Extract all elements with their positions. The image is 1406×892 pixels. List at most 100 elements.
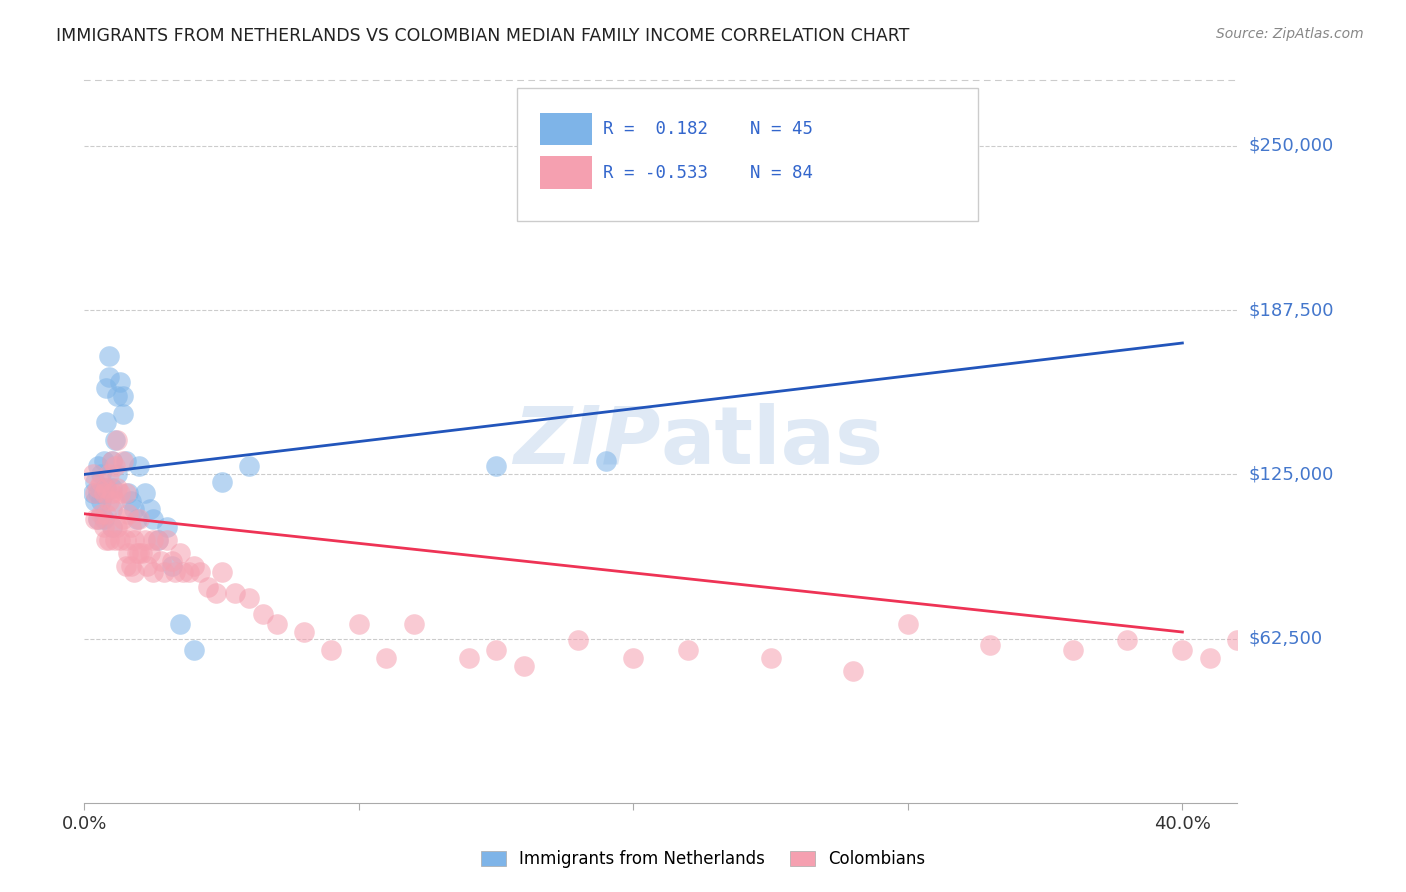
Point <box>252 607 274 621</box>
Point <box>87 459 110 474</box>
Point <box>224 585 246 599</box>
Point <box>375 651 398 665</box>
Point <box>114 559 136 574</box>
Point <box>842 665 865 679</box>
Point <box>101 454 124 468</box>
Point <box>136 559 159 574</box>
Point <box>238 459 260 474</box>
FancyBboxPatch shape <box>540 112 592 145</box>
Point <box>321 643 343 657</box>
Point <box>979 638 1001 652</box>
FancyBboxPatch shape <box>517 87 979 221</box>
Point <box>98 370 121 384</box>
Text: $250,000: $250,000 <box>1249 137 1334 155</box>
Point <box>98 533 121 547</box>
Text: Source: ZipAtlas.com: Source: ZipAtlas.com <box>1216 27 1364 41</box>
Point <box>160 559 183 574</box>
Point <box>120 520 142 534</box>
Point <box>105 520 128 534</box>
Point <box>485 643 508 657</box>
Point <box>211 475 233 490</box>
Point <box>160 554 183 568</box>
Point <box>148 533 170 547</box>
Point <box>105 434 128 448</box>
Point <box>142 512 165 526</box>
Point <box>897 617 920 632</box>
Point <box>1198 651 1220 665</box>
Point <box>103 459 125 474</box>
Point <box>142 565 165 579</box>
Point <box>111 512 134 526</box>
Point <box>103 434 125 448</box>
Point <box>156 520 179 534</box>
Point <box>87 512 110 526</box>
Text: $62,500: $62,500 <box>1249 630 1323 648</box>
Point <box>169 617 191 632</box>
Point <box>101 520 124 534</box>
Point <box>1226 632 1249 647</box>
Point <box>93 485 115 500</box>
Point <box>122 501 145 516</box>
Point <box>595 454 617 468</box>
Point <box>183 643 205 657</box>
Point <box>111 454 134 468</box>
Point <box>96 381 118 395</box>
FancyBboxPatch shape <box>540 156 592 189</box>
Point <box>96 481 118 495</box>
Text: R = -0.533    N = 84: R = -0.533 N = 84 <box>603 164 813 182</box>
Point <box>105 388 128 402</box>
Point <box>101 520 124 534</box>
Point <box>82 467 104 482</box>
Point <box>621 651 644 665</box>
Point <box>90 507 112 521</box>
Point <box>101 454 124 468</box>
Point <box>103 493 125 508</box>
Point <box>96 533 118 547</box>
Point <box>759 651 782 665</box>
Point <box>457 651 479 665</box>
Point <box>238 591 260 605</box>
Point <box>1116 632 1139 647</box>
Point <box>139 501 162 516</box>
Point <box>485 459 508 474</box>
Point <box>84 493 107 508</box>
Point <box>183 559 205 574</box>
Point <box>172 565 194 579</box>
Text: R =  0.182    N = 45: R = 0.182 N = 45 <box>603 120 813 138</box>
Legend: Immigrants from Netherlands, Colombians: Immigrants from Netherlands, Colombians <box>474 844 932 875</box>
Point <box>128 512 150 526</box>
Text: atlas: atlas <box>661 402 884 481</box>
Point <box>96 481 118 495</box>
Point <box>1062 643 1084 657</box>
Point <box>292 625 315 640</box>
Point <box>142 533 165 547</box>
Point <box>90 467 112 482</box>
Point <box>125 512 148 526</box>
Point <box>103 533 125 547</box>
Point <box>122 533 145 547</box>
Point <box>87 481 110 495</box>
Text: $125,000: $125,000 <box>1249 466 1334 483</box>
Point <box>96 507 118 521</box>
Point <box>134 533 156 547</box>
Point <box>93 454 115 468</box>
Point <box>114 485 136 500</box>
Point <box>122 565 145 579</box>
Point <box>567 632 589 647</box>
Point <box>177 565 200 579</box>
Text: ZIP: ZIP <box>513 402 661 481</box>
Point <box>114 454 136 468</box>
Point <box>90 493 112 508</box>
Point <box>128 459 150 474</box>
Point <box>134 485 156 500</box>
Point <box>84 475 107 490</box>
Point <box>87 485 110 500</box>
Point <box>139 546 162 560</box>
Point <box>87 512 110 526</box>
Point <box>101 501 124 516</box>
Point <box>150 554 173 568</box>
Point <box>98 467 121 482</box>
Point <box>197 580 219 594</box>
Point <box>131 546 153 560</box>
Point <box>90 475 112 490</box>
